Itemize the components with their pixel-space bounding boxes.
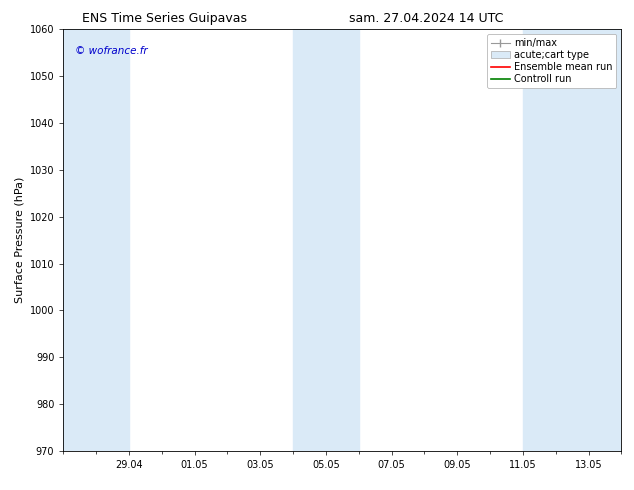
Text: ENS Time Series Guipavas: ENS Time Series Guipavas xyxy=(82,12,247,25)
Text: sam. 27.04.2024 14 UTC: sam. 27.04.2024 14 UTC xyxy=(349,12,503,25)
Y-axis label: Surface Pressure (hPa): Surface Pressure (hPa) xyxy=(14,177,24,303)
Bar xyxy=(523,29,621,451)
Bar xyxy=(293,29,359,451)
Text: © wofrance.fr: © wofrance.fr xyxy=(75,46,147,56)
Legend: min/max, acute;cart type, Ensemble mean run, Controll run: min/max, acute;cart type, Ensemble mean … xyxy=(487,34,616,88)
Bar xyxy=(63,29,129,451)
